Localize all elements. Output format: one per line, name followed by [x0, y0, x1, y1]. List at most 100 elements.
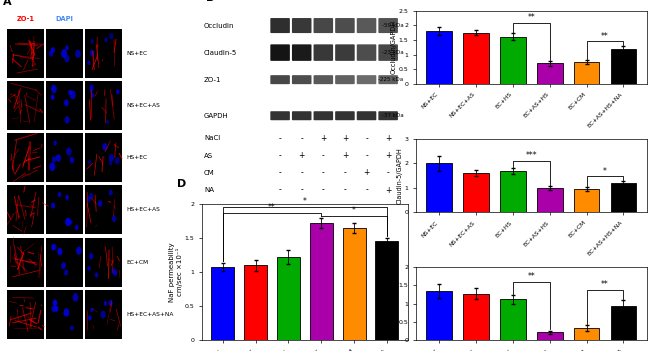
Ellipse shape: [101, 311, 106, 318]
Ellipse shape: [109, 33, 113, 39]
Y-axis label: Occludin/GAPDH: Occludin/GAPDH: [391, 20, 397, 74]
Text: EC+CM: EC+CM: [126, 260, 148, 265]
Text: -59 kDa: -59 kDa: [382, 23, 404, 28]
Ellipse shape: [109, 300, 112, 306]
Bar: [537, 332, 563, 340]
Text: -: -: [279, 151, 281, 160]
Ellipse shape: [109, 190, 112, 196]
FancyBboxPatch shape: [270, 18, 290, 33]
Text: DAPI: DAPI: [55, 16, 73, 22]
Y-axis label: Claudin-5/GAPDH: Claudin-5/GAPDH: [397, 147, 403, 204]
Text: **: **: [601, 32, 609, 41]
Ellipse shape: [116, 89, 120, 94]
Bar: [463, 294, 489, 340]
FancyBboxPatch shape: [313, 75, 333, 84]
Ellipse shape: [104, 301, 107, 306]
Text: -: -: [300, 186, 303, 194]
Text: CM: CM: [204, 170, 214, 176]
FancyBboxPatch shape: [313, 18, 333, 33]
Text: HS+EC+AS: HS+EC+AS: [126, 207, 160, 212]
Ellipse shape: [90, 89, 93, 93]
Bar: [610, 306, 636, 340]
Text: B: B: [206, 0, 215, 3]
FancyBboxPatch shape: [270, 75, 290, 84]
FancyBboxPatch shape: [292, 44, 311, 61]
Ellipse shape: [51, 203, 55, 208]
Text: -: -: [279, 134, 281, 143]
Ellipse shape: [64, 308, 70, 317]
Bar: [574, 327, 599, 340]
Text: **: **: [268, 203, 276, 212]
FancyBboxPatch shape: [292, 111, 311, 120]
Ellipse shape: [70, 90, 76, 99]
Text: -23 kDa: -23 kDa: [382, 50, 404, 55]
Text: +: +: [363, 168, 370, 177]
Ellipse shape: [52, 156, 57, 163]
Ellipse shape: [76, 247, 82, 255]
Text: -: -: [279, 186, 281, 194]
Ellipse shape: [113, 270, 117, 276]
Ellipse shape: [109, 154, 114, 162]
Ellipse shape: [73, 293, 79, 302]
Ellipse shape: [61, 49, 67, 58]
FancyBboxPatch shape: [357, 18, 376, 33]
Text: NS+EC: NS+EC: [126, 51, 148, 56]
Ellipse shape: [58, 192, 61, 197]
Bar: [500, 37, 526, 84]
Text: HS+EC+AS+NA: HS+EC+AS+NA: [126, 312, 174, 317]
Bar: [426, 291, 452, 340]
Ellipse shape: [107, 120, 109, 124]
Ellipse shape: [65, 45, 69, 51]
Ellipse shape: [75, 49, 81, 58]
Bar: [610, 49, 636, 84]
Ellipse shape: [112, 216, 116, 222]
FancyBboxPatch shape: [335, 75, 355, 84]
Text: -: -: [365, 186, 368, 194]
Text: ZO-1: ZO-1: [204, 77, 222, 82]
Bar: [574, 62, 599, 84]
Text: +: +: [385, 151, 391, 160]
Text: *: *: [352, 206, 356, 215]
Ellipse shape: [87, 266, 91, 271]
Text: AS: AS: [204, 153, 213, 159]
Ellipse shape: [115, 157, 120, 164]
Ellipse shape: [51, 95, 55, 100]
Ellipse shape: [88, 315, 92, 320]
Text: -: -: [365, 151, 368, 160]
Ellipse shape: [89, 193, 93, 199]
Text: -: -: [344, 168, 346, 177]
Ellipse shape: [51, 244, 55, 250]
Ellipse shape: [105, 37, 108, 42]
FancyBboxPatch shape: [292, 18, 311, 33]
Text: +: +: [342, 134, 348, 143]
Text: GAPDH: GAPDH: [204, 113, 229, 119]
Text: -: -: [322, 186, 325, 194]
FancyBboxPatch shape: [357, 75, 376, 84]
Text: *: *: [303, 197, 307, 206]
Bar: [244, 265, 267, 340]
Bar: [500, 299, 526, 340]
Text: **: **: [528, 13, 535, 22]
Ellipse shape: [75, 225, 79, 230]
Ellipse shape: [54, 306, 58, 312]
FancyBboxPatch shape: [335, 18, 355, 33]
Bar: [537, 63, 563, 84]
Text: -: -: [322, 151, 325, 160]
Ellipse shape: [66, 147, 72, 155]
Bar: [610, 183, 636, 212]
Ellipse shape: [68, 90, 72, 95]
Text: +: +: [385, 186, 391, 194]
Bar: [463, 173, 489, 212]
FancyBboxPatch shape: [378, 18, 398, 33]
Text: NA: NA: [204, 187, 214, 193]
Text: ZO-1: ZO-1: [17, 16, 35, 22]
Text: NaCl: NaCl: [204, 135, 220, 141]
Ellipse shape: [90, 39, 94, 44]
Text: NS+EC+AS: NS+EC+AS: [126, 103, 160, 108]
Text: *: *: [603, 167, 607, 176]
Text: +: +: [385, 134, 391, 143]
Ellipse shape: [51, 305, 56, 312]
FancyBboxPatch shape: [335, 111, 355, 120]
FancyBboxPatch shape: [292, 75, 311, 84]
Bar: [277, 257, 300, 340]
